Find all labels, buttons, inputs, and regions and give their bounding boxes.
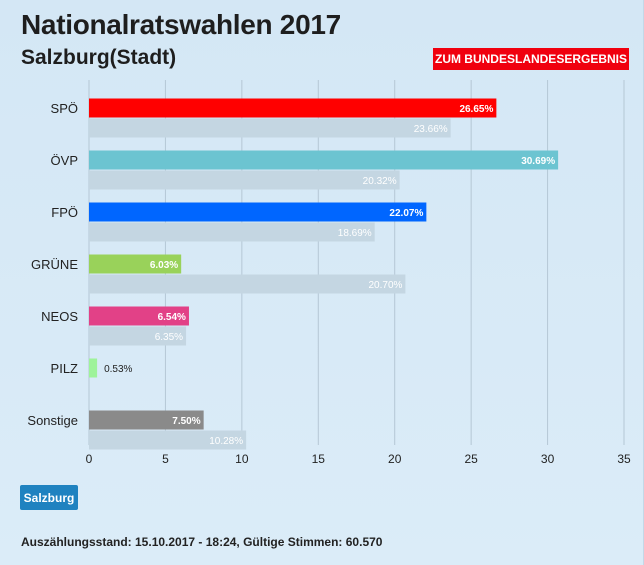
bar-2017 bbox=[89, 410, 204, 430]
x-tick-label: 25 bbox=[464, 452, 478, 466]
bar-previous-value-label: 10.28% bbox=[209, 436, 243, 447]
category-label: NEOS bbox=[41, 309, 78, 324]
category-label: GRÜNE bbox=[31, 257, 78, 272]
results-bar-chart: 26.65% 23.66% 30.69% 20.32% 22.07% 18.69% 6.03… bbox=[27, 80, 631, 466]
category-label: SPÖ bbox=[51, 101, 78, 116]
bar-previous-value-label: 20.32% bbox=[363, 176, 397, 187]
bar-2017-value-label: 0.53% bbox=[104, 364, 132, 375]
category-label: FPÖ bbox=[51, 205, 78, 220]
bar-2017 bbox=[89, 98, 497, 118]
bars: 26.65% 23.66% 30.69% 20.32% 22.07% 18.69% 6.03… bbox=[89, 98, 559, 450]
grid-lines bbox=[88, 80, 625, 445]
count-status: Auszählungsstand: 15.10.2017 - 18:24, Gü… bbox=[21, 535, 383, 549]
bar-2017 bbox=[89, 254, 182, 274]
bar-2017 bbox=[89, 306, 189, 326]
x-tick-label: 10 bbox=[235, 452, 249, 466]
bar-previous-value-label: 18.69% bbox=[338, 228, 372, 239]
bar-2017 bbox=[89, 150, 559, 170]
bar-previous-value-label: 23.66% bbox=[414, 124, 448, 135]
x-tick-label: 0 bbox=[86, 452, 93, 466]
bar-previous bbox=[89, 430, 247, 450]
bar-2017-value-label: 22.07% bbox=[389, 208, 423, 219]
bar-2017-value-label: 26.65% bbox=[459, 104, 493, 115]
region-salzburg-button[interactable]: Salzburg bbox=[20, 485, 78, 510]
state-results-button[interactable]: ZUM BUNDESLANDESERGEBNIS bbox=[433, 48, 629, 70]
bar-2017-value-label: 30.69% bbox=[521, 156, 555, 167]
x-tick-label: 20 bbox=[388, 452, 402, 466]
bar-previous-value-label: 20.70% bbox=[368, 280, 402, 291]
bar-previous-value-label: 6.35% bbox=[155, 332, 183, 343]
category-labels: SPÖ ÖVP FPÖ GRÜNE NEOS PILZ Sonstige bbox=[27, 101, 78, 428]
x-tick-label: 15 bbox=[312, 452, 326, 466]
category-label: Sonstige bbox=[27, 413, 78, 428]
page-subtitle: Salzburg(Stadt) bbox=[21, 46, 177, 69]
category-label: PILZ bbox=[51, 361, 79, 376]
x-axis-ticks: 0 5 10 15 20 25 30 35 bbox=[86, 452, 631, 466]
bar-previous bbox=[89, 274, 406, 294]
bar-previous bbox=[89, 326, 187, 346]
page-title: Nationalratswahlen 2017 bbox=[21, 9, 341, 40]
bar-2017-value-label: 6.54% bbox=[158, 312, 186, 323]
bar-2017 bbox=[89, 358, 98, 378]
category-label: ÖVP bbox=[51, 153, 78, 168]
bar-2017-value-label: 6.03% bbox=[150, 260, 178, 271]
bar-previous bbox=[89, 170, 400, 190]
bar-2017 bbox=[89, 202, 427, 222]
x-tick-label: 35 bbox=[617, 452, 631, 466]
bar-previous bbox=[89, 118, 451, 138]
x-tick-label: 30 bbox=[541, 452, 555, 466]
bar-2017-value-label: 7.50% bbox=[172, 416, 200, 427]
x-tick-label: 5 bbox=[162, 452, 169, 466]
bar-previous bbox=[89, 222, 375, 242]
